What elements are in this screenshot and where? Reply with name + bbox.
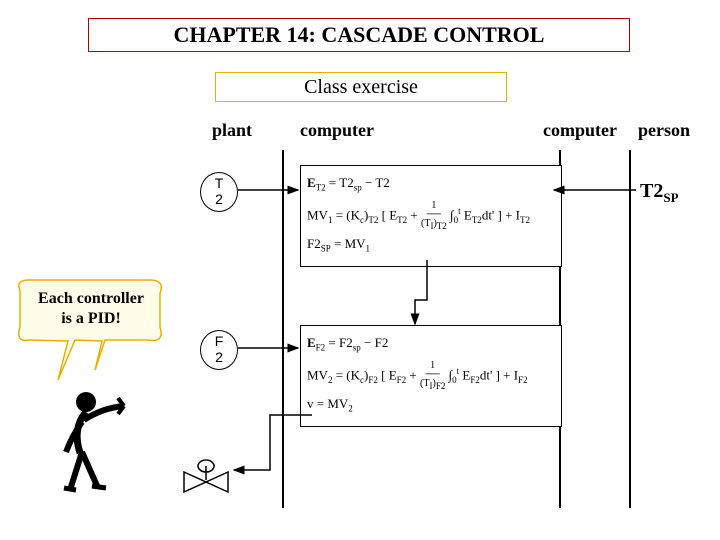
connectors bbox=[0, 0, 720, 540]
